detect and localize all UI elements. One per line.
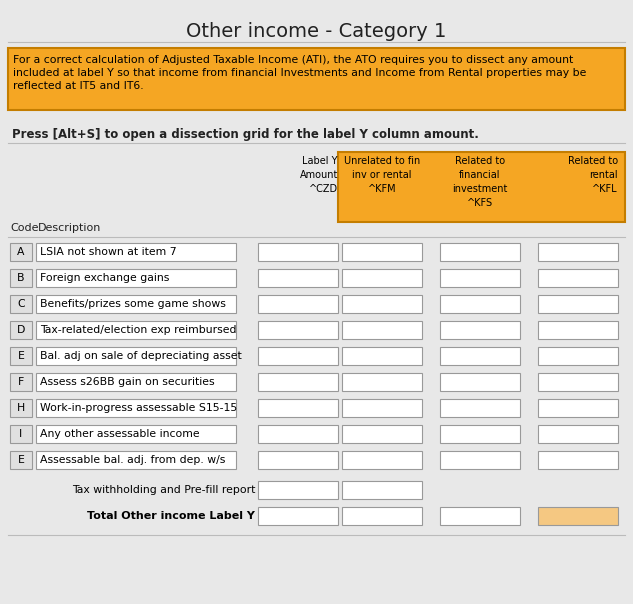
FancyBboxPatch shape: [36, 399, 236, 417]
FancyBboxPatch shape: [36, 269, 236, 287]
Text: Total Other income Label Y: Total Other income Label Y: [87, 511, 255, 521]
FancyBboxPatch shape: [10, 451, 32, 469]
Text: I: I: [20, 429, 23, 439]
FancyBboxPatch shape: [538, 321, 618, 339]
FancyBboxPatch shape: [440, 451, 520, 469]
FancyBboxPatch shape: [342, 373, 422, 391]
FancyBboxPatch shape: [538, 347, 618, 365]
FancyBboxPatch shape: [538, 295, 618, 313]
FancyBboxPatch shape: [440, 373, 520, 391]
Text: E: E: [18, 455, 25, 465]
FancyBboxPatch shape: [440, 269, 520, 287]
FancyBboxPatch shape: [538, 399, 618, 417]
Text: Press [Alt+S] to open a dissection grid for the label Y column amount.: Press [Alt+S] to open a dissection grid …: [12, 128, 479, 141]
FancyBboxPatch shape: [258, 451, 338, 469]
FancyBboxPatch shape: [258, 295, 338, 313]
FancyBboxPatch shape: [342, 347, 422, 365]
FancyBboxPatch shape: [36, 295, 236, 313]
FancyBboxPatch shape: [338, 152, 625, 222]
FancyBboxPatch shape: [258, 321, 338, 339]
Text: C: C: [17, 299, 25, 309]
FancyBboxPatch shape: [258, 507, 338, 525]
FancyBboxPatch shape: [538, 451, 618, 469]
Text: Bal. adj on sale of depreciating asset: Bal. adj on sale of depreciating asset: [40, 351, 242, 361]
FancyBboxPatch shape: [342, 243, 422, 261]
FancyBboxPatch shape: [440, 425, 520, 443]
Text: D: D: [17, 325, 25, 335]
Text: Foreign exchange gains: Foreign exchange gains: [40, 273, 170, 283]
Text: reflected at IT5 and IT6.: reflected at IT5 and IT6.: [13, 81, 144, 91]
FancyBboxPatch shape: [342, 269, 422, 287]
Text: Label Y
Amount
^CZD: Label Y Amount ^CZD: [299, 156, 338, 194]
Text: LSIA not shown at item 7: LSIA not shown at item 7: [40, 247, 177, 257]
FancyBboxPatch shape: [36, 373, 236, 391]
FancyBboxPatch shape: [538, 425, 618, 443]
FancyBboxPatch shape: [10, 373, 32, 391]
FancyBboxPatch shape: [440, 507, 520, 525]
FancyBboxPatch shape: [36, 451, 236, 469]
Text: Assess s26BB gain on securities: Assess s26BB gain on securities: [40, 377, 215, 387]
Text: A: A: [17, 247, 25, 257]
Text: included at label Y so that income from financial Investments and Income from Re: included at label Y so that income from …: [13, 68, 586, 78]
FancyBboxPatch shape: [36, 243, 236, 261]
Text: Unrelated to fin
inv or rental
^KFM: Unrelated to fin inv or rental ^KFM: [344, 156, 420, 194]
FancyBboxPatch shape: [342, 425, 422, 443]
Text: Tax withholding and Pre-fill report: Tax withholding and Pre-fill report: [72, 485, 255, 495]
FancyBboxPatch shape: [258, 347, 338, 365]
FancyBboxPatch shape: [36, 321, 236, 339]
FancyBboxPatch shape: [440, 399, 520, 417]
FancyBboxPatch shape: [538, 243, 618, 261]
FancyBboxPatch shape: [258, 481, 338, 499]
FancyBboxPatch shape: [440, 295, 520, 313]
Text: Work-in-progress assessable S15-15: Work-in-progress assessable S15-15: [40, 403, 237, 413]
FancyBboxPatch shape: [258, 425, 338, 443]
FancyBboxPatch shape: [10, 425, 32, 443]
FancyBboxPatch shape: [440, 243, 520, 261]
FancyBboxPatch shape: [10, 321, 32, 339]
Text: F: F: [18, 377, 24, 387]
Text: Tax-related/election exp reimbursed: Tax-related/election exp reimbursed: [40, 325, 237, 335]
FancyBboxPatch shape: [342, 451, 422, 469]
Text: B: B: [17, 273, 25, 283]
FancyBboxPatch shape: [10, 269, 32, 287]
FancyBboxPatch shape: [10, 243, 32, 261]
FancyBboxPatch shape: [538, 507, 618, 525]
FancyBboxPatch shape: [36, 425, 236, 443]
FancyBboxPatch shape: [10, 399, 32, 417]
FancyBboxPatch shape: [440, 347, 520, 365]
FancyBboxPatch shape: [342, 399, 422, 417]
Text: Other income - Category 1: Other income - Category 1: [186, 22, 447, 41]
FancyBboxPatch shape: [342, 507, 422, 525]
Text: Any other assessable income: Any other assessable income: [40, 429, 199, 439]
FancyBboxPatch shape: [10, 347, 32, 365]
Text: For a correct calculation of Adjusted Taxable Income (ATI), the ATO requires you: For a correct calculation of Adjusted Ta…: [13, 55, 573, 65]
FancyBboxPatch shape: [8, 48, 625, 110]
Text: Code: Code: [10, 223, 39, 233]
Text: Benefits/prizes some game shows: Benefits/prizes some game shows: [40, 299, 226, 309]
Text: Related to
rental
^KFL: Related to rental ^KFL: [568, 156, 618, 194]
FancyBboxPatch shape: [258, 399, 338, 417]
FancyBboxPatch shape: [258, 243, 338, 261]
FancyBboxPatch shape: [36, 347, 236, 365]
FancyBboxPatch shape: [342, 295, 422, 313]
FancyBboxPatch shape: [10, 295, 32, 313]
Text: Assessable bal. adj. from dep. w/s: Assessable bal. adj. from dep. w/s: [40, 455, 225, 465]
Text: H: H: [17, 403, 25, 413]
Text: Description: Description: [38, 223, 101, 233]
FancyBboxPatch shape: [538, 269, 618, 287]
FancyBboxPatch shape: [342, 481, 422, 499]
FancyBboxPatch shape: [258, 269, 338, 287]
FancyBboxPatch shape: [342, 321, 422, 339]
FancyBboxPatch shape: [440, 321, 520, 339]
Text: E: E: [18, 351, 25, 361]
FancyBboxPatch shape: [538, 373, 618, 391]
Text: Related to
financial
investment
^KFS: Related to financial investment ^KFS: [453, 156, 508, 208]
FancyBboxPatch shape: [258, 373, 338, 391]
